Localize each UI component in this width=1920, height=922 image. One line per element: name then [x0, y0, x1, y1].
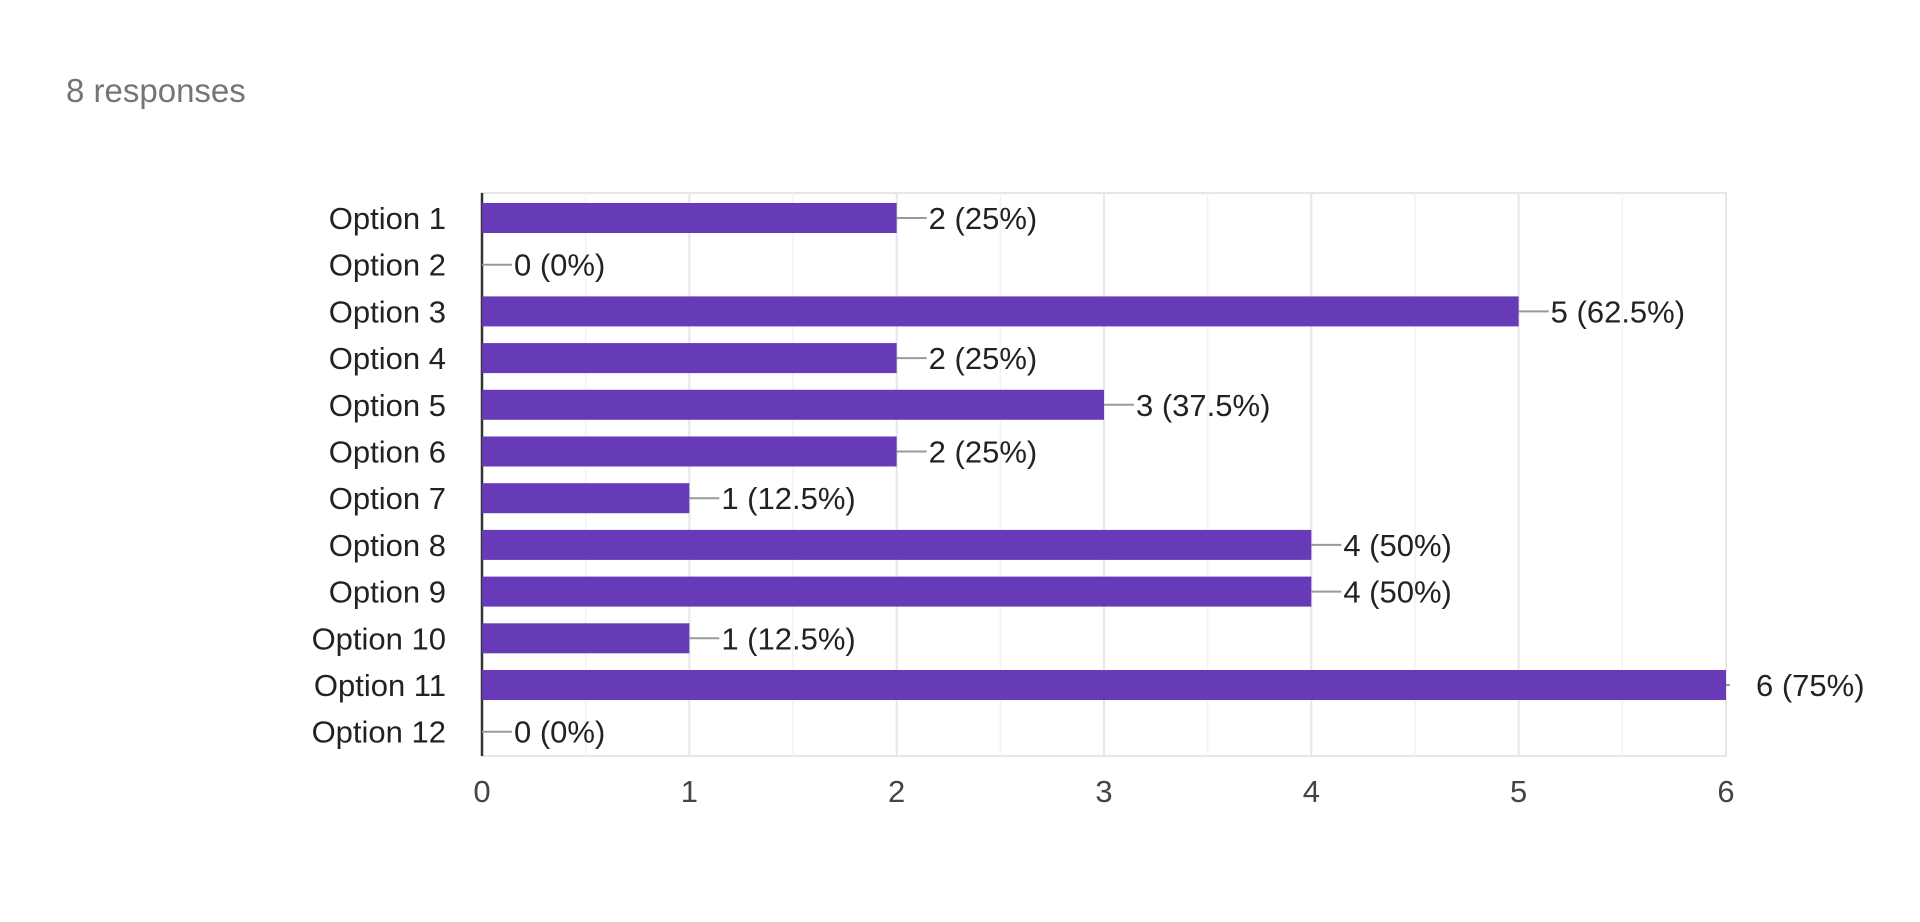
- x-tick-label: 6: [1717, 774, 1734, 809]
- category-label: Option 8: [329, 528, 446, 563]
- category-label: Option 1: [329, 201, 446, 236]
- bar: [482, 483, 690, 514]
- category-label: Option 3: [329, 294, 446, 329]
- category-label: Option 12: [312, 715, 446, 750]
- data-label: 4 (50%): [1343, 575, 1452, 610]
- x-tick-label: 0: [473, 774, 490, 809]
- x-tick-label: 5: [1510, 774, 1527, 809]
- data-label: 2 (25%): [929, 201, 1038, 236]
- bar: [482, 343, 897, 374]
- category-label: Option 5: [329, 388, 446, 423]
- category-label: Option 11: [314, 668, 446, 703]
- data-label: 5 (62.5%): [1551, 294, 1685, 329]
- x-tick-label: 1: [681, 774, 698, 809]
- x-tick-label: 3: [1095, 774, 1112, 809]
- responses-count: 8 responses: [66, 72, 246, 109]
- bar: [482, 389, 1104, 420]
- bar: [482, 203, 897, 233]
- x-tick-label: 4: [1303, 774, 1320, 809]
- data-label: 2 (25%): [929, 341, 1038, 376]
- data-label: 0 (0%): [514, 248, 605, 283]
- category-label: Option 6: [329, 435, 446, 470]
- bar: [482, 436, 897, 467]
- bar: [482, 576, 1312, 607]
- x-tick-label: 2: [888, 774, 905, 809]
- bar: [482, 623, 690, 654]
- category-label: Option 2: [329, 248, 446, 283]
- bar: [482, 529, 1312, 560]
- data-label: 4 (50%): [1343, 528, 1452, 563]
- data-label: 0 (0%): [514, 715, 605, 750]
- data-label: 6 (75%): [1756, 668, 1865, 703]
- data-label: 1 (12.5%): [721, 481, 855, 516]
- category-label: Option 10: [312, 621, 446, 656]
- data-label: 2 (25%): [929, 435, 1038, 470]
- data-label: 1 (12.5%): [721, 621, 855, 656]
- bar: [482, 296, 1519, 327]
- data-label: 3 (37.5%): [1136, 388, 1270, 423]
- category-label: Option 4: [329, 341, 446, 376]
- category-label: Option 9: [329, 575, 446, 610]
- bar: [482, 670, 1726, 700]
- category-label: Option 7: [329, 481, 446, 516]
